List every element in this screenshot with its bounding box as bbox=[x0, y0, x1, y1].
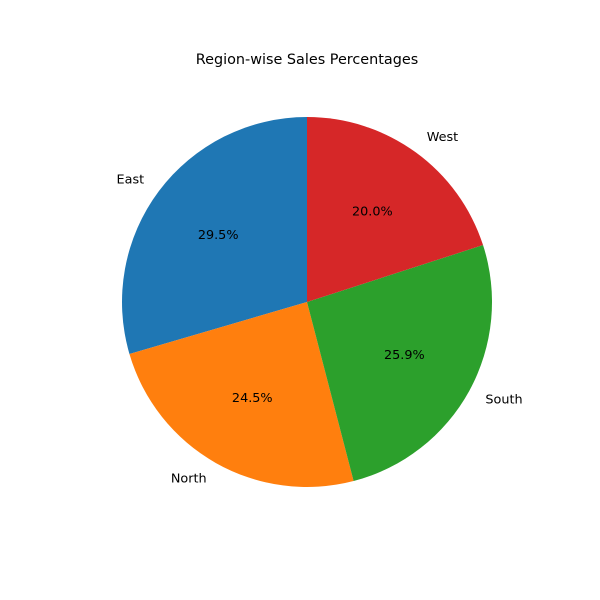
pie-slices bbox=[121, 117, 493, 488]
slice-percent-west: 20.0% bbox=[352, 205, 393, 220]
slice-label-south: South bbox=[485, 392, 522, 407]
pie-slice-east bbox=[121, 117, 307, 354]
pie-slice-north bbox=[129, 302, 354, 488]
slice-label-west: West bbox=[427, 130, 458, 145]
pie-labels: East 29.5% North 24.5% South 25.9% West 20.0% bbox=[117, 130, 523, 487]
slice-percent-north: 24.5% bbox=[232, 391, 273, 406]
slice-label-north: North bbox=[171, 472, 207, 487]
chart-title: Region-wise Sales Percentages bbox=[196, 52, 418, 68]
slice-label-east: East bbox=[117, 172, 145, 187]
slice-percent-east: 29.5% bbox=[198, 228, 239, 243]
slice-percent-south: 25.9% bbox=[384, 348, 425, 363]
pie-slice-south bbox=[307, 245, 493, 482]
pie-slice-west bbox=[307, 117, 484, 302]
